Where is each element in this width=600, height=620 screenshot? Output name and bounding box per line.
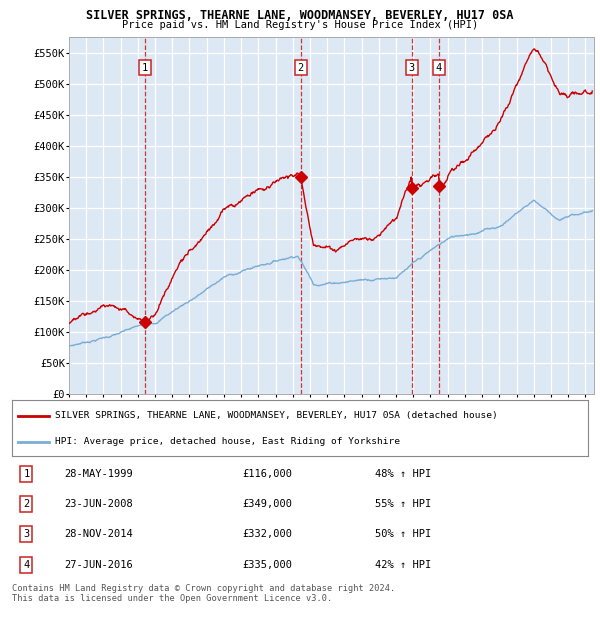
Text: SILVER SPRINGS, THEARNE LANE, WOODMANSEY, BEVERLEY, HU17 0SA (detached house): SILVER SPRINGS, THEARNE LANE, WOODMANSEY… (55, 411, 498, 420)
Text: £332,000: £332,000 (242, 529, 292, 539)
Text: 27-JUN-2016: 27-JUN-2016 (64, 560, 133, 570)
Text: 2: 2 (298, 63, 304, 73)
Text: 42% ↑ HPI: 42% ↑ HPI (375, 560, 431, 570)
Text: HPI: Average price, detached house, East Riding of Yorkshire: HPI: Average price, detached house, East… (55, 437, 400, 446)
Text: 55% ↑ HPI: 55% ↑ HPI (375, 499, 431, 509)
Text: 2: 2 (23, 499, 29, 509)
Text: £335,000: £335,000 (242, 560, 292, 570)
Text: £116,000: £116,000 (242, 469, 292, 479)
Text: 48% ↑ HPI: 48% ↑ HPI (375, 469, 431, 479)
Text: 1: 1 (142, 63, 148, 73)
Text: 3: 3 (409, 63, 415, 73)
Text: 50% ↑ HPI: 50% ↑ HPI (375, 529, 431, 539)
Text: Contains HM Land Registry data © Crown copyright and database right 2024.
This d: Contains HM Land Registry data © Crown c… (12, 584, 395, 603)
Text: SILVER SPRINGS, THEARNE LANE, WOODMANSEY, BEVERLEY, HU17 0SA: SILVER SPRINGS, THEARNE LANE, WOODMANSEY… (86, 9, 514, 22)
Text: 1: 1 (23, 469, 29, 479)
Text: £349,000: £349,000 (242, 499, 292, 509)
Text: 23-JUN-2008: 23-JUN-2008 (64, 499, 133, 509)
Text: 3: 3 (23, 529, 29, 539)
Text: Price paid vs. HM Land Registry's House Price Index (HPI): Price paid vs. HM Land Registry's House … (122, 20, 478, 30)
Text: 28-NOV-2014: 28-NOV-2014 (64, 529, 133, 539)
Text: 4: 4 (23, 560, 29, 570)
Text: 28-MAY-1999: 28-MAY-1999 (64, 469, 133, 479)
Text: 4: 4 (436, 63, 442, 73)
